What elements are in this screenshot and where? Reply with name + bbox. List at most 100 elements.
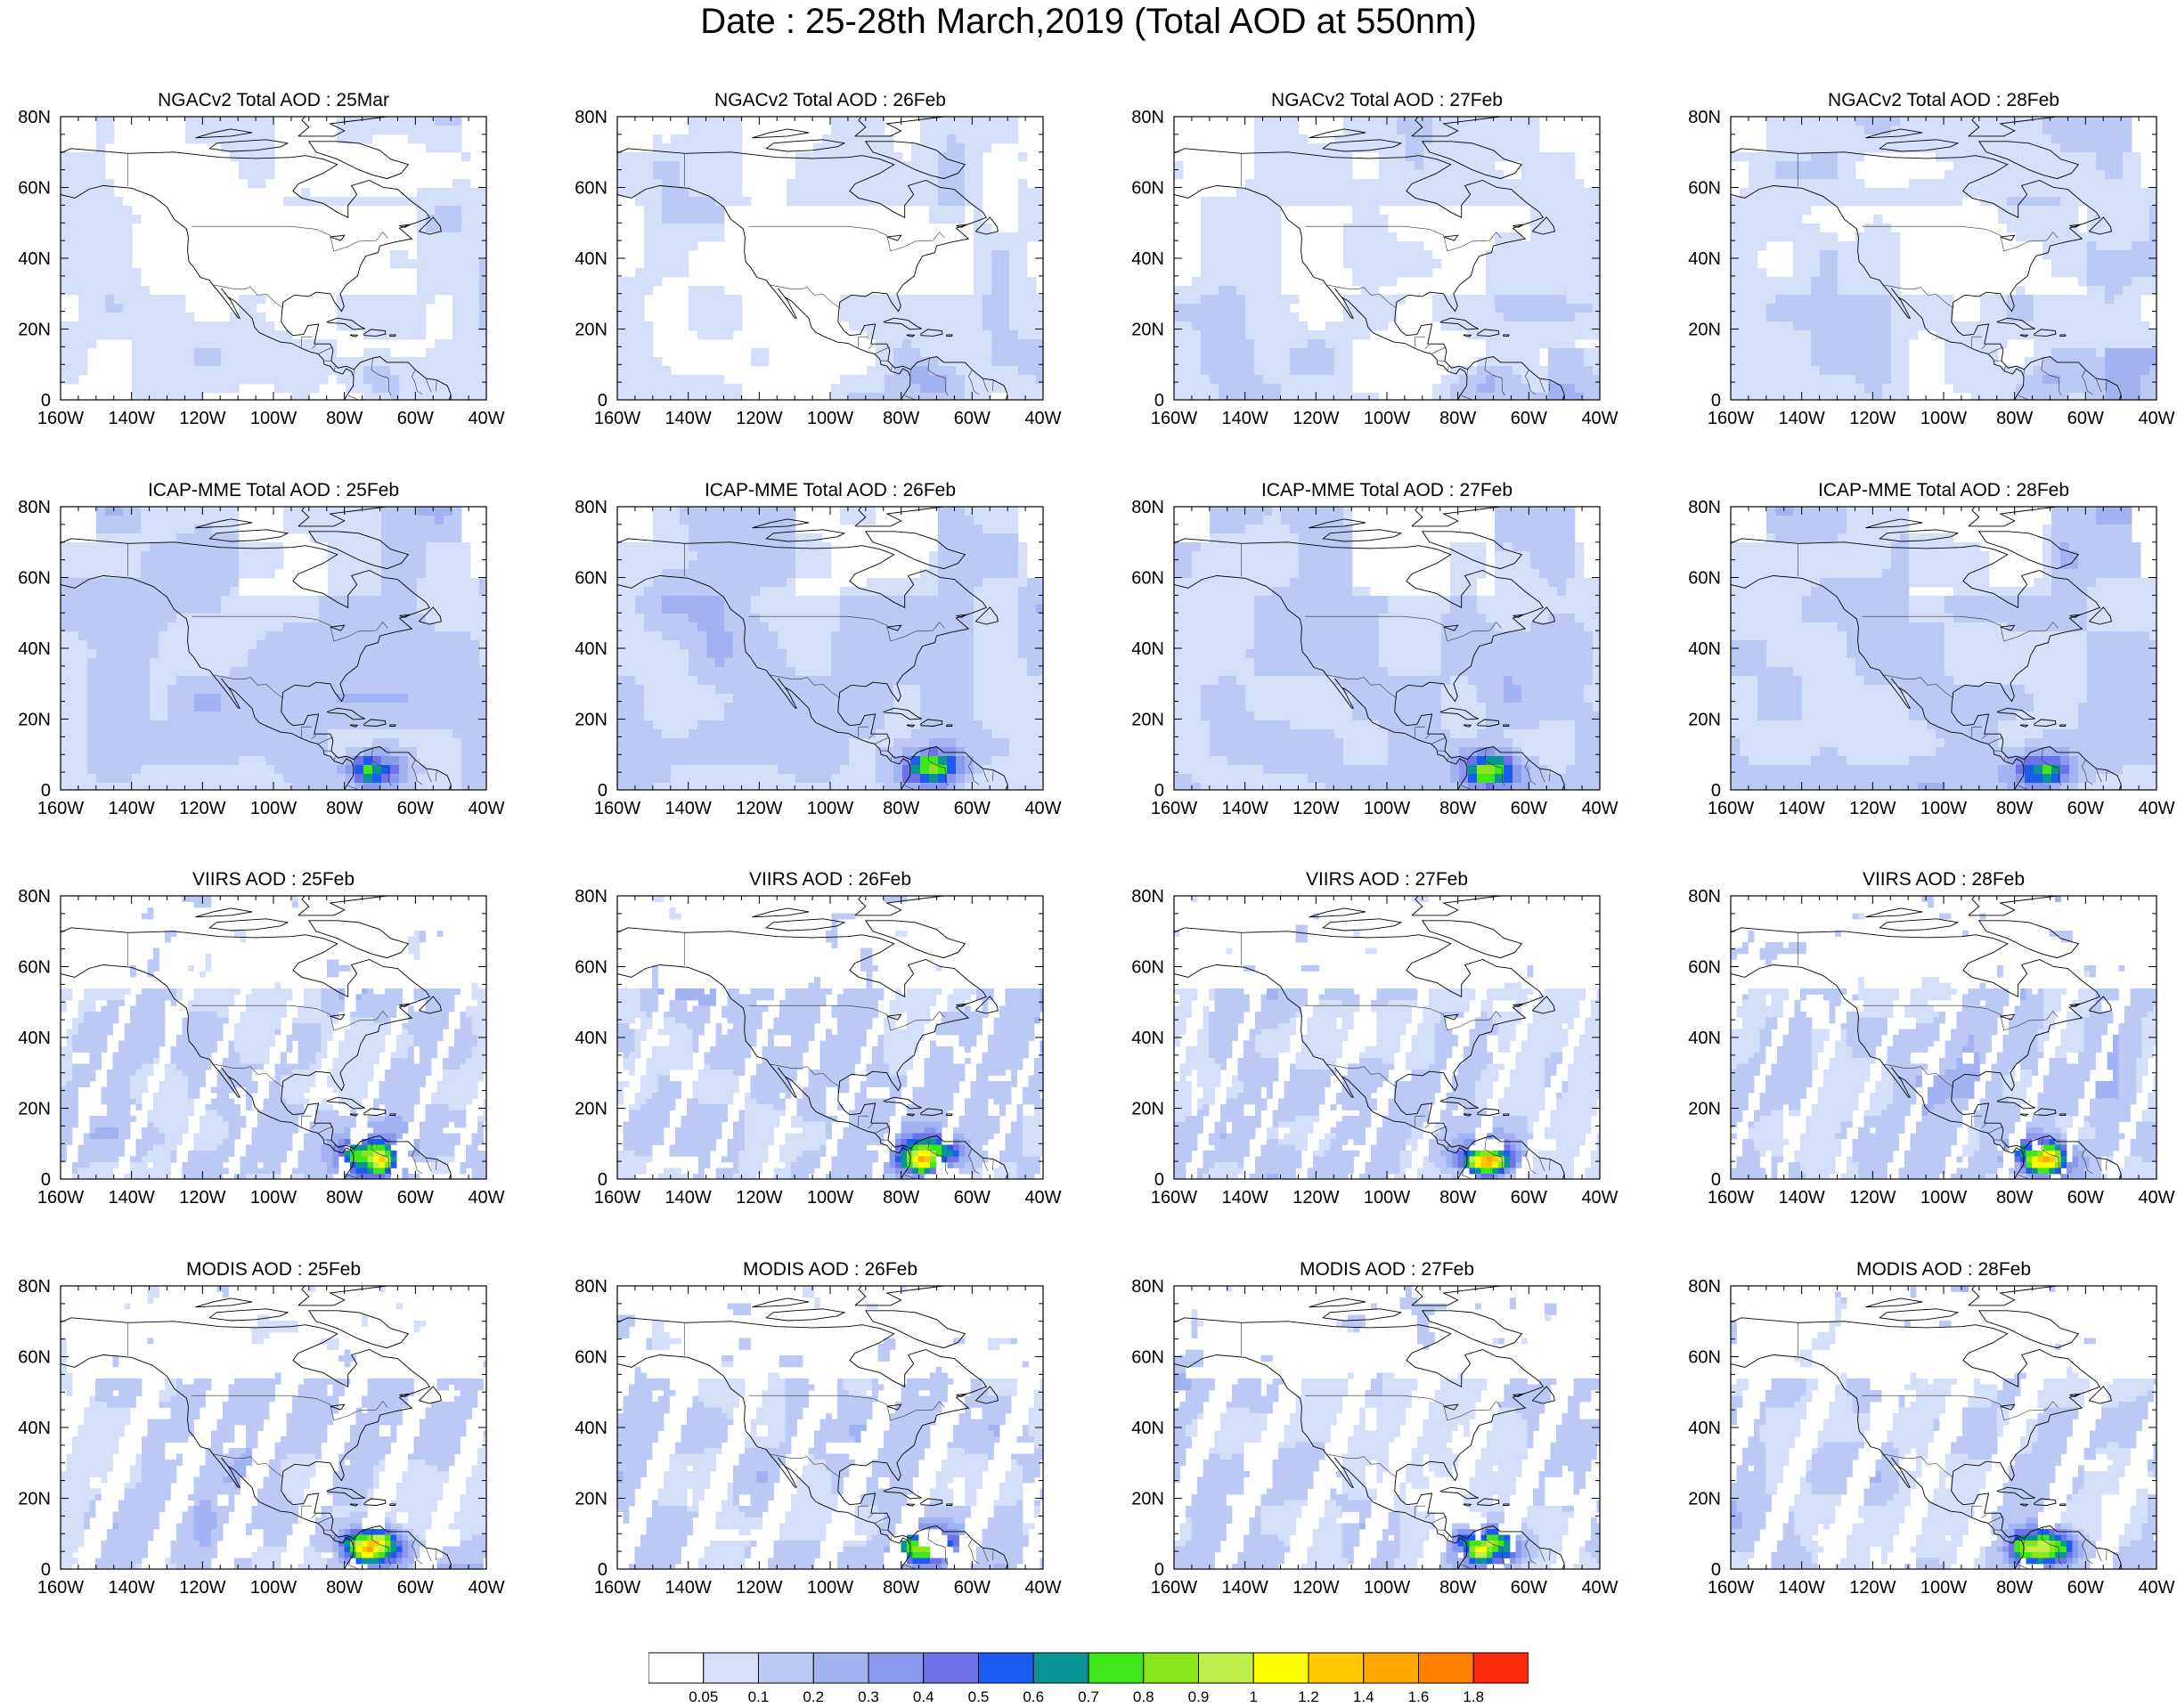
x-tick-label: 100W <box>1364 409 1410 428</box>
colorbar-label: 0.8 <box>1133 1688 1154 1705</box>
y-tick-label: 80N <box>575 498 607 517</box>
x-tick-label: 120W <box>736 1188 782 1208</box>
x-tick-label: 160W <box>1708 799 1754 818</box>
y-tick-label: 0 <box>598 391 607 411</box>
axis-ticks <box>1173 1285 1601 1570</box>
x-tick-label: 140W <box>1779 1188 1825 1208</box>
x-tick-label: 140W <box>665 1188 712 1208</box>
x-tick-label: 80W <box>1439 409 1476 428</box>
x-tick-label: 140W <box>1779 799 1825 818</box>
x-tick-label: 80W <box>1996 1578 2033 1598</box>
x-tick-label: 120W <box>1849 1578 1896 1598</box>
y-tick-label: 20N <box>1131 1100 1164 1119</box>
country-borders <box>127 1322 437 1569</box>
axis-ticks <box>1173 116 1601 401</box>
x-tick-label: 60W <box>954 1578 991 1598</box>
x-tick-label: 80W <box>1996 799 2033 818</box>
y-tick-label: 40N <box>575 639 607 659</box>
colorbar-label: 1.4 <box>1353 1688 1374 1705</box>
x-tick-label: 40W <box>1024 799 1061 818</box>
x-tick-label: 40W <box>1024 1188 1061 1208</box>
map-panel: ICAP-MME Total AOD : 27Feb 160W 140W 120W 10… <box>1131 480 1618 818</box>
y-tick-label: 80N <box>575 887 607 907</box>
panel-title: ICAP-MME Total AOD : 28Feb <box>1818 480 2069 500</box>
x-tick-label: 60W <box>954 409 991 428</box>
y-tick-label: 20N <box>18 321 51 340</box>
y-tick-label: 20N <box>575 321 607 340</box>
axis-ticks <box>1730 895 2157 1180</box>
country-borders <box>1798 1322 2108 1569</box>
y-tick-label: 20N <box>1131 711 1164 730</box>
y-tick-label: 60N <box>575 569 607 589</box>
y-tick-label: 0 <box>1711 781 1721 801</box>
y-tick-label: 0 <box>1154 1170 1164 1190</box>
x-tick-label: 60W <box>1511 799 1547 818</box>
country-borders <box>1241 932 1551 1179</box>
country-borders <box>127 932 437 1179</box>
axis-ticks <box>1173 895 1601 1180</box>
x-tick-label: 140W <box>109 1188 155 1208</box>
x-tick-label: 120W <box>179 1188 225 1208</box>
panel-title: VIIRS AOD : 28Feb <box>1863 869 2025 890</box>
y-tick-label: 80N <box>1688 108 1721 127</box>
y-tick-label: 80N <box>1131 498 1164 517</box>
x-tick-label: 140W <box>1779 409 1825 428</box>
x-tick-label: 80W <box>326 409 363 428</box>
x-tick-label: 140W <box>109 409 155 428</box>
panel-title: VIIRS AOD : 27Feb <box>1306 869 1468 890</box>
panel-title: ICAP-MME Total AOD : 26Feb <box>705 480 956 500</box>
x-tick-label: 140W <box>1222 799 1268 818</box>
panel-title: NGACv2 Total AOD : 25Mar <box>158 90 389 110</box>
map-panel: ICAP-MME Total AOD : 26Feb 160W 140W 120W 10… <box>575 480 1061 818</box>
colorbar-swatch <box>1418 1652 1474 1684</box>
x-tick-label: 120W <box>179 799 225 818</box>
colorbar-label: 0.6 <box>1023 1688 1044 1705</box>
map-panel: VIIRS AOD : 28Feb 160W 140W 120W 100W 80W 60W 4… <box>1688 869 2174 1208</box>
axis-ticks <box>1730 116 2157 401</box>
x-tick-label: 40W <box>2138 409 2174 428</box>
x-tick-label: 60W <box>1511 1578 1547 1598</box>
x-tick-label: 80W <box>883 1188 919 1208</box>
y-tick-label: 40N <box>1688 1419 1721 1438</box>
x-tick-label: 40W <box>1024 409 1061 428</box>
y-tick-label: 60N <box>1131 958 1164 978</box>
panel-title: NGACv2 Total AOD : 26Feb <box>714 90 946 110</box>
country-borders <box>1241 543 1551 790</box>
country-borders <box>1798 153 2108 400</box>
x-tick-label: 120W <box>1292 799 1339 818</box>
x-tick-label: 100W <box>250 409 297 428</box>
axis-ticks <box>616 895 1044 1180</box>
x-tick-label: 80W <box>883 1578 919 1598</box>
colorbar-swatch <box>703 1652 759 1684</box>
colorbar-label: 0.3 <box>858 1688 879 1705</box>
x-tick-label: 160W <box>37 799 84 818</box>
x-tick-label: 140W <box>1222 409 1268 428</box>
colorbar-label: 0.1 <box>748 1688 770 1705</box>
y-tick-label: 60N <box>1131 569 1164 589</box>
y-tick-label: 40N <box>575 1419 607 1438</box>
colorbar-swatch <box>923 1652 979 1684</box>
aod-field <box>1731 117 2157 400</box>
axis-ticks <box>616 1285 1044 1570</box>
colorbar-swatch <box>1363 1652 1419 1684</box>
x-tick-label: 60W <box>954 1188 991 1208</box>
panel-title: MODIS AOD : 26Feb <box>743 1259 917 1280</box>
y-tick-label: 40N <box>1688 249 1721 269</box>
y-tick-label: 40N <box>1131 639 1164 659</box>
y-tick-label: 20N <box>575 711 607 730</box>
x-tick-label: 80W <box>1439 1578 1476 1598</box>
y-tick-label: 20N <box>575 1100 607 1119</box>
colorbar-swatch <box>758 1652 814 1684</box>
country-borders <box>684 932 994 1179</box>
x-tick-label: 60W <box>397 409 434 428</box>
x-tick-label: 120W <box>1292 1188 1339 1208</box>
country-borders <box>684 1322 994 1569</box>
y-tick-label: 60N <box>1131 179 1164 199</box>
x-tick-label: 160W <box>594 409 640 428</box>
x-tick-label: 140W <box>1222 1188 1268 1208</box>
y-tick-label: 20N <box>1688 711 1721 730</box>
y-tick-label: 20N <box>18 1100 51 1119</box>
y-tick-label: 40N <box>18 1419 51 1438</box>
aod-field <box>1731 1286 2157 1569</box>
y-tick-label: 80N <box>18 108 51 127</box>
